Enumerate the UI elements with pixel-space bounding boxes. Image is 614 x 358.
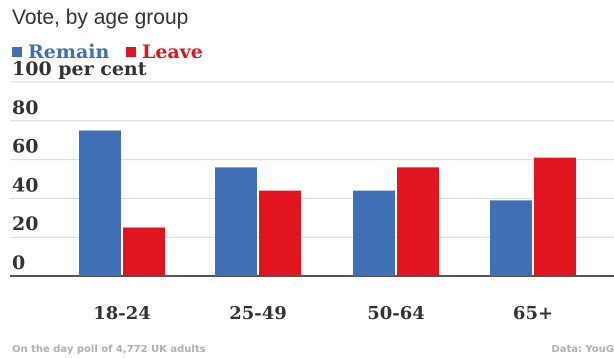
y-axis-ticks: 100 per cent 80 60 40 20 0: [12, 58, 147, 274]
y-tick-label: 100 per cent: [12, 58, 147, 80]
y-tick-label: 0: [12, 252, 25, 274]
bar-chart: 100 per cent 80 60 40 20 0 18-24 25-49 50-64 65+: [10, 58, 614, 324]
bar-remain-18-24: [79, 130, 121, 276]
legend-swatch-leave: [125, 47, 136, 57]
bar-remain-25-49: [215, 167, 257, 276]
x-tick-label: 50-64: [367, 303, 425, 324]
bar-remain-50-64: [353, 190, 395, 276]
footer-note: On the day poll of 4,772 UK adults: [12, 344, 206, 355]
chart-title: Vote, by age group: [12, 6, 189, 29]
x-axis-labels: 18-24 25-49 50-64 65+: [93, 303, 553, 324]
x-tick-label: 25-49: [229, 303, 287, 324]
x-tick-label: 18-24: [93, 303, 151, 324]
x-tick-label: 65+: [513, 303, 553, 324]
y-tick-label: 40: [12, 174, 38, 196]
y-tick-label: 60: [12, 136, 38, 158]
legend-item-remain: Remain: [12, 41, 109, 63]
footer-source: Data: YouG: [551, 344, 614, 355]
legend-swatch-remain: [12, 47, 22, 57]
bar-leave-18-24: [123, 227, 165, 276]
bar-remain-65+: [490, 200, 532, 276]
y-tick-label: 20: [12, 213, 38, 235]
bar-leave-25-49: [259, 190, 301, 276]
y-tick-label: 80: [12, 97, 38, 119]
bars: [79, 130, 576, 276]
chart-legend: Remain Leave: [12, 40, 213, 63]
bar-leave-65+: [534, 157, 576, 276]
bar-leave-50-64: [397, 167, 439, 276]
legend-label-leave: Leave: [141, 41, 203, 63]
legend-item-leave: Leave: [125, 41, 203, 63]
legend-label-remain: Remain: [28, 41, 110, 63]
